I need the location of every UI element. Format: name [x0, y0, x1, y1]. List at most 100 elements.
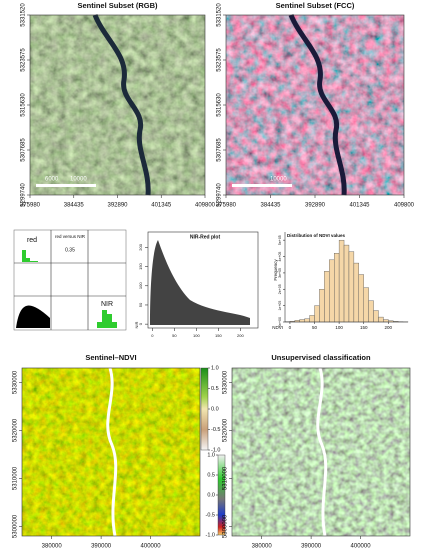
legend-tick-label: 1.0 — [211, 365, 219, 371]
histogram-bar — [343, 244, 350, 323]
y-tick-label: 200 — [138, 243, 143, 250]
pairs-label: red — [27, 237, 37, 244]
scale-bar — [232, 184, 292, 187]
x-tick-label: 100 — [193, 333, 200, 338]
y-tick-label: 5330000 — [13, 370, 19, 394]
x-tick-label: 390000 — [91, 544, 112, 550]
y-tick-label: 50 — [138, 302, 143, 307]
histogram-bar — [353, 262, 360, 323]
x-tick-label: 392890 — [107, 203, 128, 209]
color-legend — [200, 367, 209, 451]
legend-tick-label: -0.5 — [211, 427, 220, 433]
histogram-bar — [373, 310, 379, 323]
x-tick-label: 50 — [312, 325, 318, 330]
x-tick-label: 50 — [172, 333, 177, 338]
x-tick-label: 0 — [289, 325, 292, 330]
x-tick-label: 0 — [151, 333, 154, 338]
histogram-bar — [378, 316, 384, 323]
y-tick-label: 100 — [138, 282, 143, 289]
frame — [13, 229, 127, 331]
y-axis-label: NIR — [134, 321, 139, 328]
x-tick-label: 200 — [385, 325, 393, 330]
legend-tick-label: 0.0 — [211, 406, 219, 412]
y-tick-label: 1e+05 — [278, 301, 282, 311]
river — [106, 367, 118, 537]
pairs-histogram — [18, 250, 38, 262]
axis-frame — [147, 231, 259, 329]
y-tick-label: 4e+05 — [278, 252, 282, 262]
histogram-bar — [324, 271, 330, 323]
y-tick-label: 2e+05 — [278, 284, 282, 294]
histogram-bar — [304, 318, 310, 323]
rgb-image — [30, 15, 205, 195]
pairs-label: NIR — [101, 301, 113, 308]
scale-label: 10000 — [270, 177, 287, 183]
y-tick-label: 5e+05 — [278, 235, 282, 245]
histogram-bar — [368, 300, 374, 323]
y-tick-label: 5300000 — [13, 514, 19, 538]
y-tick-label: 5323575 — [21, 48, 27, 72]
panel-title: Sentinel Subset (FCC) — [276, 1, 355, 10]
y-tick-label: 5315630 — [217, 93, 223, 117]
scale-label: 10000 — [70, 177, 87, 183]
y-tick-label: 5299740 — [21, 183, 27, 207]
x-tick-label: 375980 — [216, 203, 237, 209]
x-axis-label: NDVI — [272, 325, 283, 330]
x-tick-label: 384435 — [64, 203, 85, 209]
panel-title: Sentinel Subset (RGB) — [77, 1, 158, 10]
histogram-bar — [314, 305, 320, 323]
x-tick-label: 401345 — [151, 203, 172, 209]
histogram-bar — [309, 315, 315, 323]
scatter-cloud — [150, 240, 250, 325]
histogram-bar — [299, 319, 305, 323]
y-tick-label: 5320000 — [13, 418, 19, 442]
river — [316, 367, 328, 537]
x-tick-label: 380000 — [42, 544, 63, 550]
axis-frame — [231, 367, 411, 537]
y-tick-label: 5320000 — [223, 418, 229, 442]
x-tick-label: 380000 — [252, 544, 273, 550]
y-tick-label: 5307685 — [217, 138, 223, 162]
histogram-bar — [383, 319, 389, 323]
y-tick-label: 150 — [138, 262, 143, 269]
panel-title: Unsupervised classification — [271, 353, 371, 362]
y-tick-label: 5300000 — [223, 514, 229, 538]
panel-title: NIR-Red plot — [190, 234, 221, 240]
histogram-bar — [334, 253, 340, 323]
x-tick-label: 150 — [215, 333, 222, 338]
y-tick-label: 5310000 — [223, 466, 229, 490]
river — [288, 14, 347, 196]
pairs-plot: red red versus NIR 0.35 NIR — [13, 229, 127, 331]
x-tick-label: 409800 — [195, 203, 216, 209]
pairs-label: red versus NIR — [55, 234, 86, 239]
legend-tick-label: -1.0 — [206, 532, 215, 538]
legend-tick-label: -1.0 — [211, 447, 220, 453]
x-tick-label: 390000 — [301, 544, 322, 550]
histogram-bar — [338, 239, 345, 323]
x-tick-label: 400000 — [141, 544, 162, 550]
y-tick-label: 5323575 — [217, 48, 223, 72]
y-tick-label: 5299740 — [217, 183, 223, 207]
pairs-histogram — [92, 310, 117, 328]
legend-tick-label: 1.0 — [207, 452, 215, 458]
x-tick-label: 384435 — [260, 203, 281, 209]
y-tick-label: 5315630 — [21, 93, 27, 117]
x-tick-label: 375980 — [20, 203, 41, 209]
pairs-label: 0.35 — [65, 247, 75, 253]
x-tick-label: 100 — [335, 325, 343, 330]
y-tick-label: 0 — [138, 322, 143, 325]
y-tick-label: 5331520 — [21, 3, 27, 27]
histogram-bar — [363, 287, 369, 323]
axis-frame — [21, 367, 201, 537]
histogram-bar — [319, 289, 325, 323]
x-tick-label: 150 — [360, 325, 368, 330]
histogram-bar — [348, 251, 355, 323]
y-tick-label: 3e+05 — [278, 268, 282, 278]
y-axis-label: Frequency — [273, 259, 278, 281]
river — [92, 14, 151, 196]
legend-tick-label: 0.5 — [211, 386, 219, 392]
legend-tick-label: -0.5 — [206, 512, 215, 518]
scale-bar — [36, 184, 96, 187]
y-tick-label: 5330000 — [223, 370, 229, 394]
